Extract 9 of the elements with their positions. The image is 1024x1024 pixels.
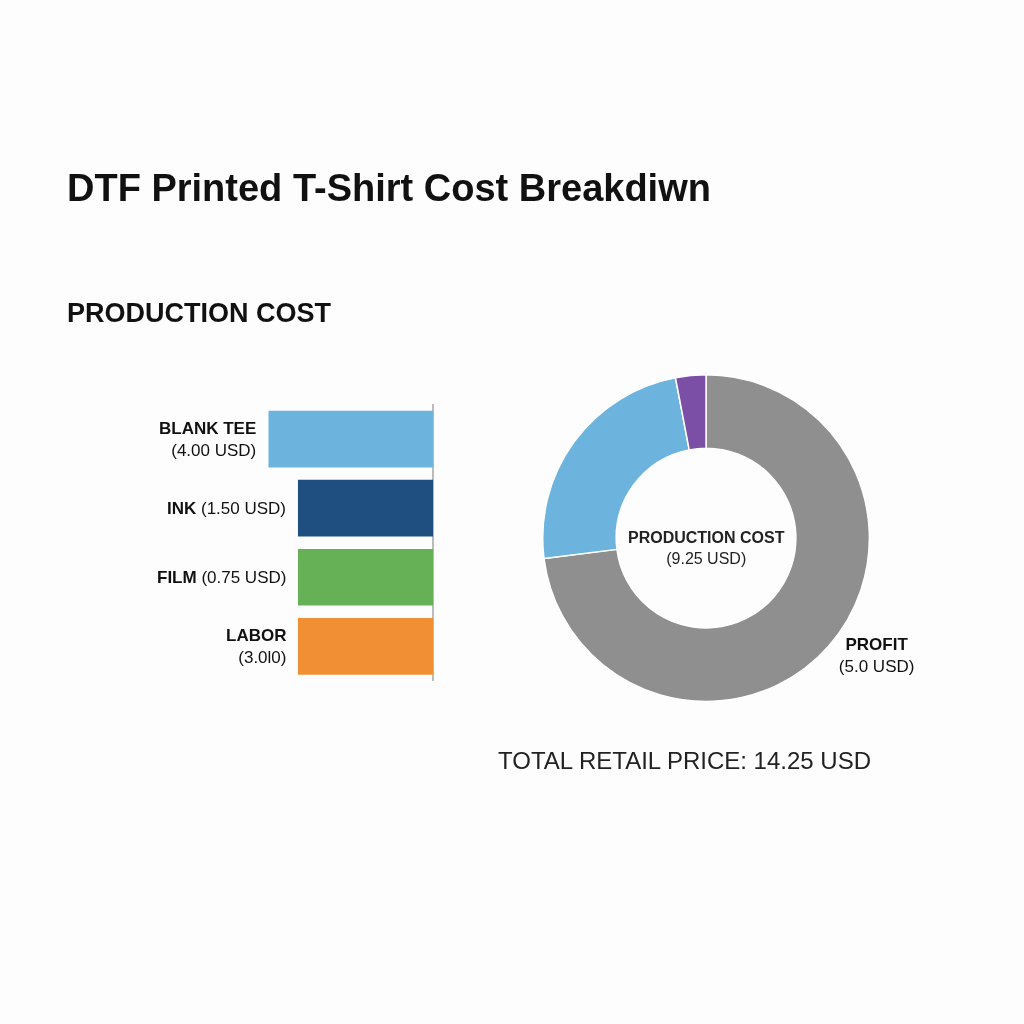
- y-tick-label: LABOR (3.0l0): [226, 626, 287, 668]
- chart-title: DTF Printed T-Shirt Cost Breakdiwn: [67, 167, 711, 209]
- text: TOTAL RETAIL PRICE: 14.25 USD: [498, 747, 872, 774]
- slice-label: PROFIT (5.0 USD): [838, 634, 915, 676]
- y-tick-label: BLANK TEE (4.00 USD): [159, 419, 257, 461]
- y-tick-label: FILM (0.75 USD): [157, 568, 287, 587]
- chart-subtitle: PRODUCTION COST: [67, 298, 332, 328]
- y-tick-label: INK (1.50 USD): [167, 499, 287, 518]
- text: PRODUCTION COST (9.25 USD): [628, 529, 785, 567]
